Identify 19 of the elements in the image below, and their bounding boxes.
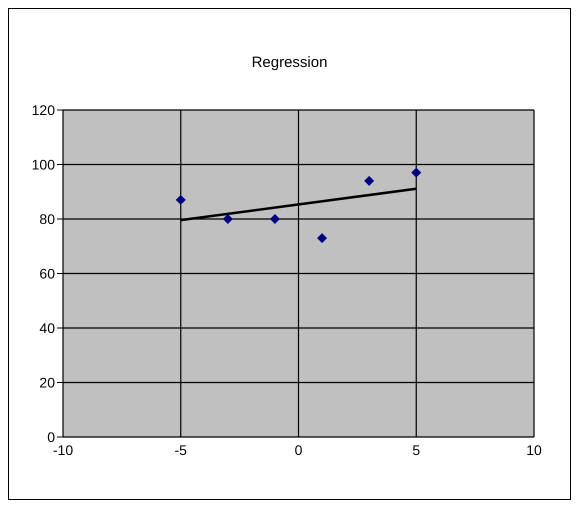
- y-tick-label: 40: [39, 320, 56, 336]
- point: [364, 176, 374, 186]
- x-tick-label: -5: [174, 442, 188, 458]
- y-tick-label: 80: [39, 210, 56, 227]
- point: [317, 233, 328, 244]
- point: [176, 194, 186, 205]
- y-tick-label: 100: [32, 156, 56, 172]
- point: [270, 214, 280, 224]
- x-tick-label: 0: [294, 442, 303, 458]
- x-tick-label: -10: [52, 442, 74, 458]
- x-tick-label: 5: [412, 442, 420, 458]
- y-tick-label: 120: [32, 102, 56, 118]
- chart-title: Regression: [250, 54, 328, 71]
- x-tick-label: 10: [526, 442, 542, 458]
- y-tick-label: 20: [39, 374, 56, 390]
- point: [222, 214, 233, 224]
- y-tick-label: 60: [39, 265, 56, 282]
- y-tick-label: 0: [47, 428, 56, 445]
- point: [411, 168, 422, 178]
